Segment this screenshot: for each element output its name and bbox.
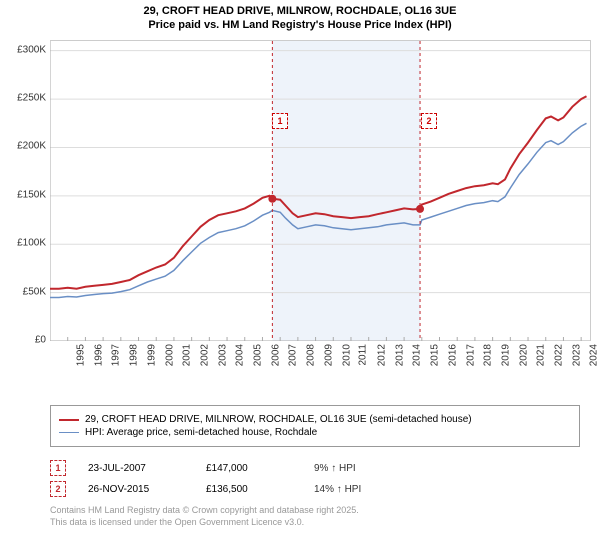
- legend-swatch-2: [59, 432, 79, 434]
- x-tick-label: 2019: [500, 344, 511, 366]
- y-tick-label: £300K: [17, 44, 46, 55]
- x-tick-label: 2011: [358, 344, 369, 366]
- x-tick-label: 2009: [323, 344, 334, 366]
- x-tick-label: 2008: [305, 344, 316, 366]
- y-tick-label: £150K: [17, 189, 46, 200]
- x-tick-label: 2021: [536, 344, 547, 366]
- sale-date-2: 26-NOV-2015: [88, 484, 188, 495]
- x-tick-label: 1996: [93, 344, 104, 366]
- sale-marker-2: 2: [50, 481, 66, 497]
- title-line-1: 29, CROFT HEAD DRIVE, MILNROW, ROCHDALE,…: [0, 4, 600, 18]
- x-tick-label: 1997: [111, 344, 122, 366]
- y-tick-label: £100K: [17, 238, 46, 249]
- x-tick-label: 2024: [589, 344, 600, 366]
- x-tick-label: 2004: [235, 344, 246, 366]
- sale-data-rows: 1 23-JUL-2007 £147,000 9% ↑ HPI 2 26-NOV…: [50, 455, 580, 502]
- sale-date-1: 23-JUL-2007: [88, 463, 188, 474]
- sale-marker-1: 1: [50, 460, 66, 476]
- chart-marker-label-1: 1: [272, 113, 288, 129]
- footer: Contains HM Land Registry data © Crown c…: [50, 505, 580, 528]
- x-tick-label: 2023: [571, 344, 582, 366]
- x-tick-label: 2001: [181, 344, 192, 366]
- x-tick-label: 2005: [252, 344, 263, 366]
- y-tick-label: £0: [35, 335, 46, 346]
- y-tick-label: £250K: [17, 93, 46, 104]
- x-tick-label: 2022: [553, 344, 564, 366]
- y-tick-label: £200K: [17, 141, 46, 152]
- sale-row-1: 1 23-JUL-2007 £147,000 9% ↑ HPI: [50, 460, 580, 476]
- x-tick-label: 2016: [447, 344, 458, 366]
- sale-row-2: 2 26-NOV-2015 £136,500 14% ↑ HPI: [50, 481, 580, 497]
- chart-title: 29, CROFT HEAD DRIVE, MILNROW, ROCHDALE,…: [0, 0, 600, 33]
- x-tick-label: 2018: [482, 344, 493, 366]
- legend-row-1: 29, CROFT HEAD DRIVE, MILNROW, ROCHDALE,…: [59, 414, 571, 425]
- x-tick-label: 2012: [376, 344, 387, 366]
- x-tick-label: 2020: [518, 344, 529, 366]
- footer-line-2: This data is licensed under the Open Gov…: [50, 517, 580, 529]
- sale-relative-1: 9% ↑ HPI: [314, 463, 434, 474]
- legend-label-1: 29, CROFT HEAD DRIVE, MILNROW, ROCHDALE,…: [85, 414, 472, 425]
- x-tick-label: 2003: [217, 344, 228, 366]
- x-tick-label: 2015: [429, 344, 440, 366]
- chart-area: £0 £50K £100K £150K £200K £250K £300K 1995 1996 1…: [0, 40, 600, 370]
- x-tick-label: 2013: [394, 344, 405, 366]
- footer-line-1: Contains HM Land Registry data © Crown c…: [50, 505, 580, 517]
- x-tick-label: 1995: [75, 344, 86, 366]
- sale-relative-2: 14% ↑ HPI: [314, 484, 434, 495]
- y-tick-label: £50K: [23, 286, 46, 297]
- x-tick-label: 2002: [199, 344, 210, 366]
- legend-label-2: HPI: Average price, semi-detached house,…: [85, 427, 317, 438]
- chart-marker-label-2: 2: [421, 113, 437, 129]
- x-tick-label: 2017: [465, 344, 476, 366]
- legend-row-2: HPI: Average price, semi-detached house,…: [59, 427, 571, 438]
- line-chart: [50, 40, 591, 341]
- sale-price-2: £136,500: [206, 484, 296, 495]
- x-tick-label: 2007: [288, 344, 299, 366]
- x-tick-label: 2000: [164, 344, 175, 366]
- x-tick-label: 1999: [146, 344, 157, 366]
- x-tick-label: 2006: [270, 344, 281, 366]
- sale-price-1: £147,000: [206, 463, 296, 474]
- title-line-2: Price paid vs. HM Land Registry's House …: [0, 18, 600, 32]
- legend: 29, CROFT HEAD DRIVE, MILNROW, ROCHDALE,…: [50, 405, 580, 447]
- x-tick-label: 2014: [412, 344, 423, 366]
- x-tick-label: 1998: [128, 344, 139, 366]
- x-tick-label: 2010: [341, 344, 352, 366]
- legend-swatch-1: [59, 419, 79, 421]
